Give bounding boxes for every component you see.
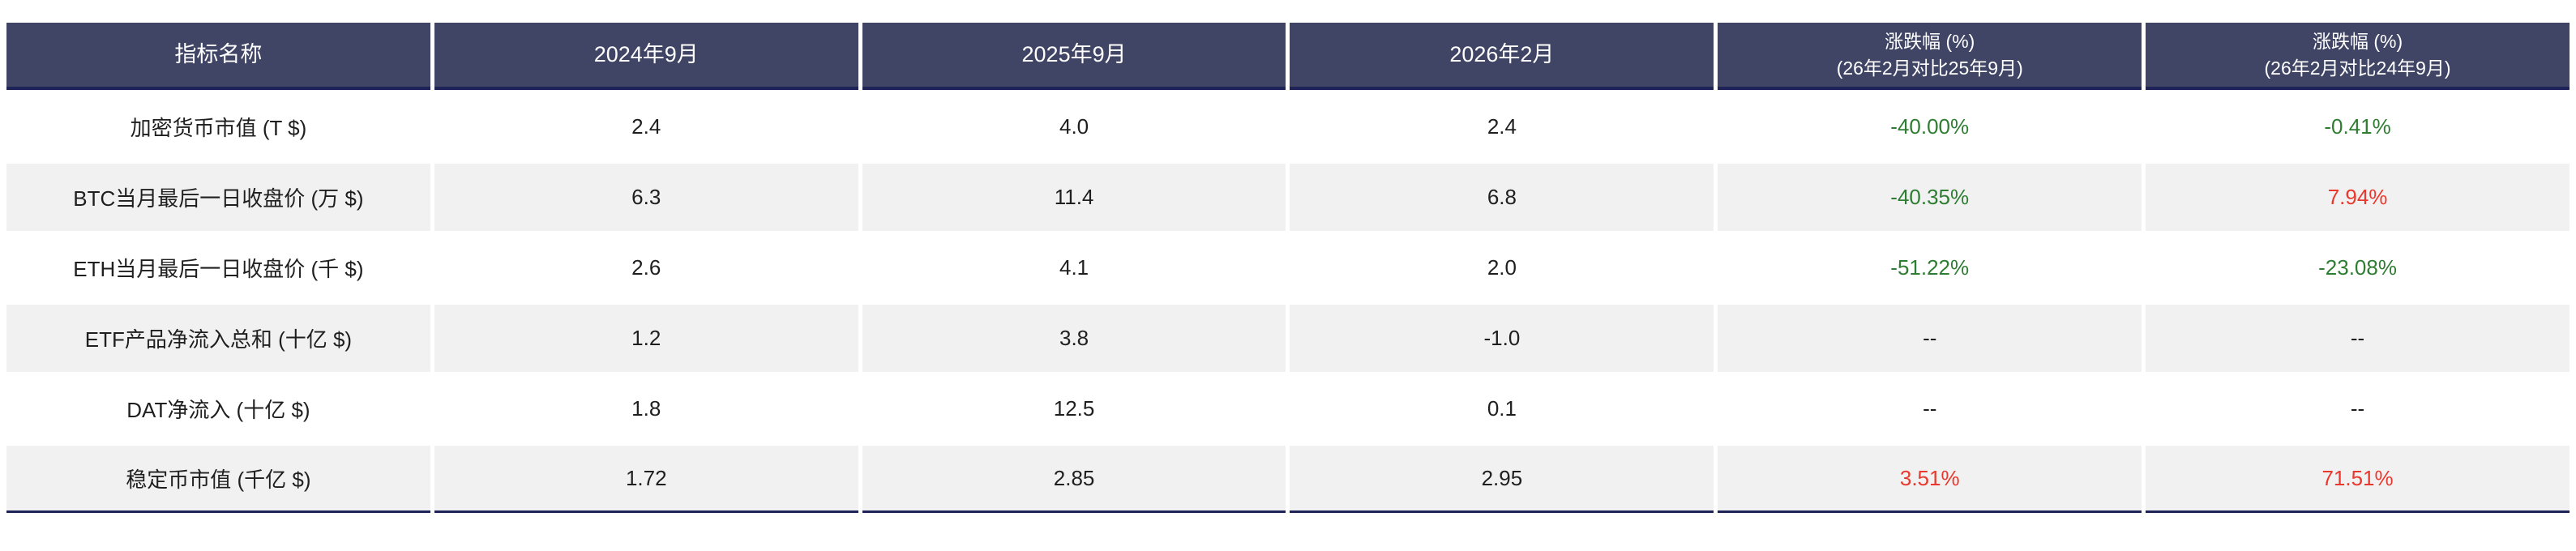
header-label: 2024年9月 [593, 42, 699, 66]
value-cell-2024-09: 1.2 [434, 305, 858, 372]
crypto-market-metrics-table: 指标名称 2024年9月 2025年9月 2026年2月 涨跌幅 (%) (26… [6, 23, 2570, 513]
value-cell-2025-09: 3.8 [862, 305, 1286, 372]
value-cell-2024-09: 2.4 [434, 93, 858, 160]
value-cell-2026-02: 2.4 [1290, 93, 1714, 160]
indicator-cell: ETH当月最后一日收盘价 (千 $) [6, 234, 430, 301]
indicator-cell: 加密货币市值 (T $) [6, 93, 430, 160]
change-cell-vs-sep24: -23.08% [2146, 234, 2570, 301]
change-cell-vs-sep24: -- [2146, 375, 2570, 442]
header-label: 涨跌幅 (%) [1885, 30, 1975, 52]
header-label: 2025年9月 [1021, 42, 1127, 66]
change-cell-vs-sep24: -0.41% [2146, 93, 2570, 160]
header-label: 指标名称 [174, 42, 263, 66]
table-row-stablecoin-market-cap: 稳定币市值 (千亿 $) 1.72 2.85 2.95 3.51% 71.51% [6, 446, 2570, 513]
table-row-etf-net-inflow: ETF产品净流入总和 (十亿 $) 1.2 3.8 -1.0 -- -- [6, 305, 2570, 372]
change-cell-vs-sep24: 71.51% [2146, 446, 2570, 513]
header-label: 涨跌幅 (%) [2312, 30, 2403, 52]
value-cell-2024-09: 2.6 [434, 234, 858, 301]
table-row-crypto-market-cap: 加密货币市值 (T $) 2.4 4.0 2.4 -40.00% -0.41% [6, 93, 2570, 160]
table-row-btc-close: BTC当月最后一日收盘价 (万 $) 6.3 11.4 6.8 -40.35% … [6, 164, 2570, 231]
header-cell-change-vs-sep25: 涨跌幅 (%) (26年2月对比25年9月) [1718, 23, 2142, 90]
indicator-cell: BTC当月最后一日收盘价 (万 $) [6, 164, 430, 231]
value-cell-2026-02: 2.0 [1290, 234, 1714, 301]
header-cell-indicator-name: 指标名称 [6, 23, 430, 90]
indicator-cell: DAT净流入 (十亿 $) [6, 375, 430, 442]
change-cell-vs-sep25: -40.00% [1718, 93, 2142, 160]
change-cell-vs-sep25: -- [1718, 305, 2142, 372]
indicator-cell: ETF产品净流入总和 (十亿 $) [6, 305, 430, 372]
table-row-dat-net-inflow: DAT净流入 (十亿 $) 1.8 12.5 0.1 -- -- [6, 375, 2570, 442]
change-cell-vs-sep25: -40.35% [1718, 164, 2142, 231]
value-cell-2025-09: 4.1 [862, 234, 1286, 301]
value-cell-2025-09: 11.4 [862, 164, 1286, 231]
header-sublabel: (26年2月对比24年9月) [2264, 57, 2451, 79]
value-cell-2026-02: -1.0 [1290, 305, 1714, 372]
value-cell-2025-09: 12.5 [862, 375, 1286, 442]
value-cell-2026-02: 6.8 [1290, 164, 1714, 231]
table-header-row: 指标名称 2024年9月 2025年9月 2026年2月 涨跌幅 (%) (26… [6, 23, 2570, 90]
change-cell-vs-sep25: -- [1718, 375, 2142, 442]
value-cell-2024-09: 1.8 [434, 375, 858, 442]
change-cell-vs-sep25: 3.51% [1718, 446, 2142, 513]
value-cell-2024-09: 1.72 [434, 446, 858, 513]
value-cell-2026-02: 2.95 [1290, 446, 1714, 513]
header-cell-change-vs-sep24: 涨跌幅 (%) (26年2月对比24年9月) [2146, 23, 2570, 90]
value-cell-2026-02: 0.1 [1290, 375, 1714, 442]
value-cell-2024-09: 6.3 [434, 164, 858, 231]
change-cell-vs-sep25: -51.22% [1718, 234, 2142, 301]
change-cell-vs-sep24: -- [2146, 305, 2570, 372]
header-cell-2026-02: 2026年2月 [1290, 23, 1714, 90]
value-cell-2025-09: 4.0 [862, 93, 1286, 160]
indicator-cell: 稳定币市值 (千亿 $) [6, 446, 430, 513]
header-cell-2024-09: 2024年9月 [434, 23, 858, 90]
header-label: 2026年2月 [1449, 42, 1555, 66]
change-cell-vs-sep24: 7.94% [2146, 164, 2570, 231]
header-sublabel: (26年2月对比25年9月) [1836, 57, 2023, 79]
table-row-eth-close: ETH当月最后一日收盘价 (千 $) 2.6 4.1 2.0 -51.22% -… [6, 234, 2570, 301]
header-cell-2025-09: 2025年9月 [862, 23, 1286, 90]
value-cell-2025-09: 2.85 [862, 446, 1286, 513]
